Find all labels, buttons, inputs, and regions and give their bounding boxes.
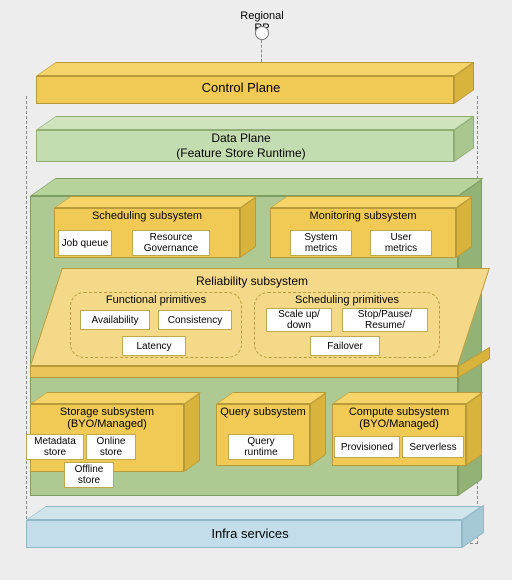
stop-pause-box: Stop/Pause/ Resume/ [342, 308, 428, 332]
serverless-box: Serverless [402, 436, 464, 458]
storage-subtitle: (BYO/Managed) [67, 418, 146, 430]
storage-title: Storage subsystem (BYO/Managed) [30, 406, 184, 430]
rp-connector [261, 40, 262, 62]
user-metrics-box: User metrics [370, 230, 432, 256]
resource-governance-box: Resource Governance [132, 230, 210, 256]
compute-title: Compute subsystem (BYO/Managed) [332, 406, 466, 430]
metadata-store-box: Metadata store [26, 434, 84, 460]
system-metrics-box: System metrics [290, 230, 352, 256]
query-title: Query subsystem [216, 406, 310, 418]
online-store-box: Online store [86, 434, 136, 460]
monitoring-title: Monitoring subsystem [270, 210, 456, 222]
functional-primitives-title: Functional primitives [70, 294, 242, 307]
compute-title-text: Compute subsystem [349, 406, 449, 418]
control-plane-title: Control Plane [32, 80, 450, 95]
offline-store-box: Offline store [64, 462, 114, 488]
diagram-canvas: Regional RP Control Plane Data Plane (Fe… [32, 10, 480, 570]
data-plane-title: Data Plane (Feature Store Runtime) [32, 131, 450, 161]
reliability-slab-front [30, 366, 458, 378]
storage-title-text: Storage subsystem [60, 406, 154, 418]
compute-subtitle: (BYO/Managed) [359, 418, 438, 430]
latency-box: Latency [122, 336, 186, 356]
infra-title: Infra services [32, 526, 468, 541]
consistency-box: Consistency [158, 310, 232, 330]
reliability-title: Reliability subsystem [32, 274, 472, 288]
failover-box: Failover [310, 336, 380, 356]
availability-box: Availability [80, 310, 150, 330]
scheduling-primitives-title: Scheduling primitives [254, 294, 440, 307]
provisioned-box: Provisioned [334, 436, 400, 458]
rp-node-icon [255, 26, 269, 40]
query-runtime-box: Query runtime [228, 434, 294, 460]
job-queue-box: Job queue [58, 230, 112, 256]
data-plane-subtitle: (Feature Store Runtime) [176, 146, 305, 160]
data-plane-title-text: Data Plane [211, 131, 270, 145]
scheduling-title: Scheduling subsystem [54, 210, 240, 222]
scale-box: Scale up/ down [266, 308, 332, 332]
